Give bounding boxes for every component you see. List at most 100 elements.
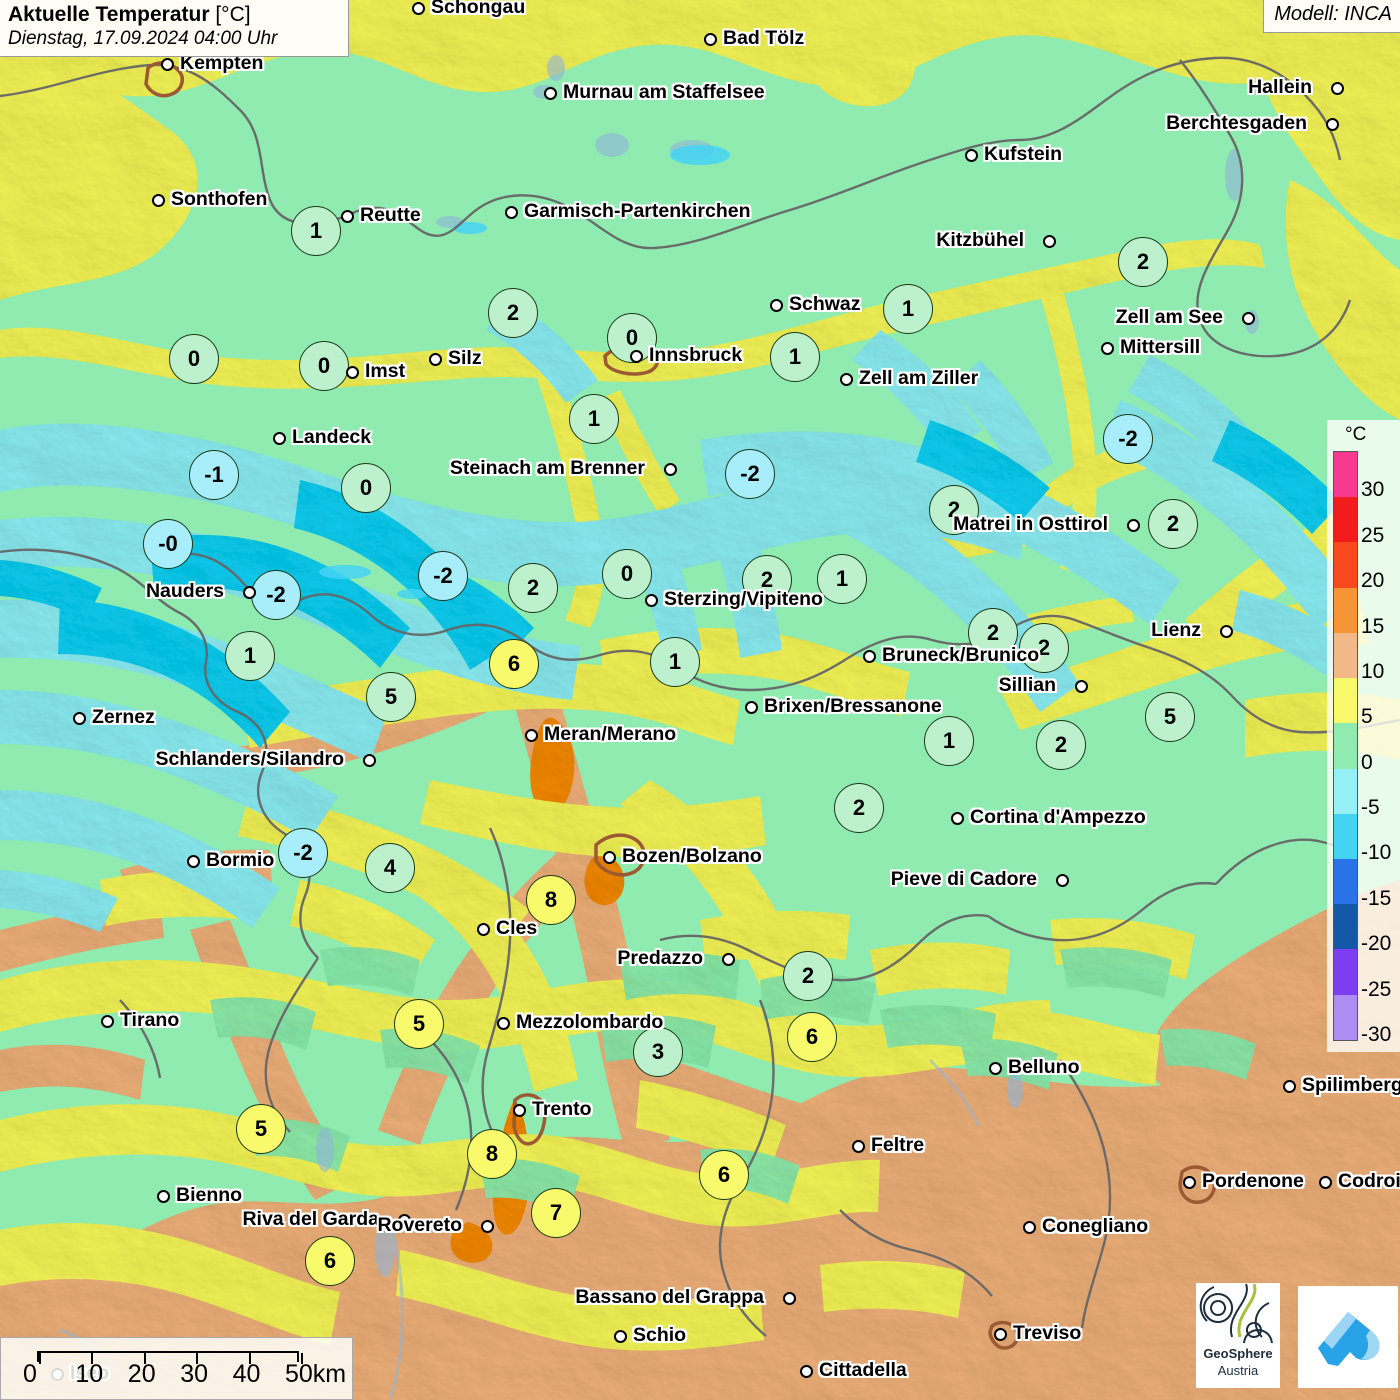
city-dot-icon [863, 650, 876, 663]
station-temperature-marker[interactable]: 6 [305, 1236, 355, 1286]
station-temperature-marker[interactable]: -0 [143, 519, 193, 569]
station-temperature-marker[interactable]: 5 [1145, 692, 1195, 742]
city-dot-icon [346, 366, 359, 379]
station-temperature-marker[interactable]: 2 [508, 563, 558, 613]
city-dot-icon [745, 701, 758, 714]
station-temperature-marker[interactable]: 4 [365, 843, 415, 893]
station-temperature-marker[interactable]: -2 [418, 551, 468, 601]
station-temperature-marker[interactable]: 2 [1036, 720, 1086, 770]
city-dot-icon [783, 1292, 796, 1305]
city-label: Kempten [180, 52, 264, 74]
city-label: Bormio [206, 849, 275, 871]
station-temperature-marker[interactable]: 2 [742, 555, 792, 605]
station-temperature-marker[interactable]: 1 [883, 284, 933, 334]
station-temperature-marker[interactable]: -2 [278, 828, 328, 878]
scale-bar-rule [37, 1351, 303, 1364]
station-temperature-marker[interactable]: 0 [299, 341, 349, 391]
city-dot-icon [704, 33, 717, 46]
station-temperature-marker[interactable]: 2 [488, 288, 538, 338]
station-temperature-marker[interactable]: 0 [341, 463, 391, 513]
city-label: Cortina d'Ampezzo [970, 806, 1146, 828]
station-temperature-marker[interactable]: 5 [394, 999, 444, 1049]
city-dot-icon [852, 1140, 865, 1153]
scale-label: 50km [285, 1360, 347, 1388]
station-temperature-marker[interactable]: 1 [817, 554, 867, 604]
scale-tick [196, 1353, 199, 1364]
station-temperature-marker[interactable]: -2 [251, 570, 301, 620]
station-temperature-marker[interactable]: 8 [526, 875, 576, 925]
colorbar-band [1334, 768, 1357, 814]
city-label: Mittersill [1120, 336, 1201, 358]
station-temperature-marker[interactable]: 8 [467, 1129, 517, 1179]
station-temperature-marker[interactable]: 1 [770, 332, 820, 382]
city-label: Sonthofen [171, 188, 268, 210]
station-temperature-marker[interactable]: 5 [236, 1104, 286, 1154]
city-label: Bozen/Bolzano [622, 845, 762, 867]
station-temperature-marker[interactable]: 1 [225, 631, 275, 681]
city-label: Predazzo [617, 947, 703, 969]
station-temperature-marker[interactable]: 2 [968, 608, 1018, 658]
station-temperature-marker[interactable]: 1 [569, 394, 619, 444]
city-label: Schlanders/Silandro [155, 748, 344, 770]
scale-label: 10 [75, 1360, 104, 1388]
station-temperature-marker[interactable]: 2 [929, 485, 979, 535]
city-dot-icon [645, 594, 658, 607]
station-temperature-marker[interactable]: 0 [169, 334, 219, 384]
title-text: Aktuelle Temperatur [8, 3, 210, 26]
station-temperature-marker[interactable]: 0 [602, 549, 652, 599]
station-temperature-marker[interactable]: 1 [291, 206, 341, 256]
map-datetime: Dienstag, 17.09.2024 04:00 Uhr [8, 28, 278, 49]
city-dot-icon [770, 299, 783, 312]
station-temperature-marker[interactable]: 6 [489, 639, 539, 689]
city-label: Bad Tölz [723, 27, 805, 49]
city-dot-icon [429, 353, 442, 366]
scale-tick [91, 1353, 94, 1364]
colorbar-tick: 20 [1361, 569, 1385, 593]
city-label: Imst [365, 360, 406, 382]
city-dot-icon [1283, 1080, 1296, 1093]
station-temperature-marker[interactable]: -2 [725, 449, 775, 499]
city-label: Berchtesgaden [1166, 112, 1307, 134]
city-dot-icon [1043, 235, 1056, 248]
mountain-logo[interactable] [1298, 1286, 1398, 1388]
station-temperature-marker[interactable]: 2 [1118, 237, 1168, 287]
city-label: Mezzolombardo [516, 1011, 664, 1033]
station-temperature-marker[interactable]: 2 [783, 951, 833, 1001]
station-temperature-marker[interactable]: 6 [787, 1012, 837, 1062]
colorbar-tick: -5 [1361, 796, 1380, 820]
city-label: Zernez [92, 706, 155, 728]
city-dot-icon [1183, 1176, 1196, 1189]
city-dot-icon [152, 194, 165, 207]
station-temperature-marker[interactable]: 7 [531, 1188, 581, 1238]
station-temperature-marker[interactable]: 2 [1148, 499, 1198, 549]
colorbar-tick: 25 [1361, 523, 1385, 547]
city-label: Matrei in Osttirol [953, 513, 1108, 535]
scale-label: 20 [127, 1360, 156, 1388]
station-temperature-marker[interactable]: -1 [189, 450, 239, 500]
colorbar-tick: -30 [1361, 1023, 1392, 1046]
geosphere-austria-logo[interactable]: GeoSphere Austria [1196, 1283, 1280, 1388]
city-dot-icon [73, 712, 86, 725]
colorbar-tick: 0 [1361, 750, 1373, 774]
city-dot-icon [1075, 680, 1088, 693]
station-temperature-marker[interactable]: 1 [650, 637, 700, 687]
city-label: Riva del Garda [242, 1208, 379, 1230]
station-temperature-marker[interactable]: 6 [699, 1150, 749, 1200]
city-dot-icon [1056, 874, 1069, 887]
city-dot-icon [363, 754, 376, 767]
city-dot-icon [412, 2, 425, 15]
scale-label: 30 [180, 1360, 208, 1388]
city-dot-icon [1326, 118, 1339, 131]
station-temperature-marker[interactable]: 1 [924, 716, 974, 766]
city-dot-icon [477, 923, 490, 936]
colorbar-tick: -25 [1361, 977, 1392, 1001]
station-temperature-marker[interactable]: 3 [633, 1027, 683, 1077]
station-temperature-marker[interactable]: 5 [366, 672, 416, 722]
station-temperature-marker[interactable]: 2 [1019, 623, 1069, 673]
station-temperature-marker[interactable]: -2 [1103, 414, 1153, 464]
station-temperature-marker[interactable]: 2 [834, 783, 884, 833]
city-label: Rovereto [377, 1214, 462, 1236]
colorbar-band [1334, 497, 1357, 543]
scale-tick [143, 1353, 146, 1364]
